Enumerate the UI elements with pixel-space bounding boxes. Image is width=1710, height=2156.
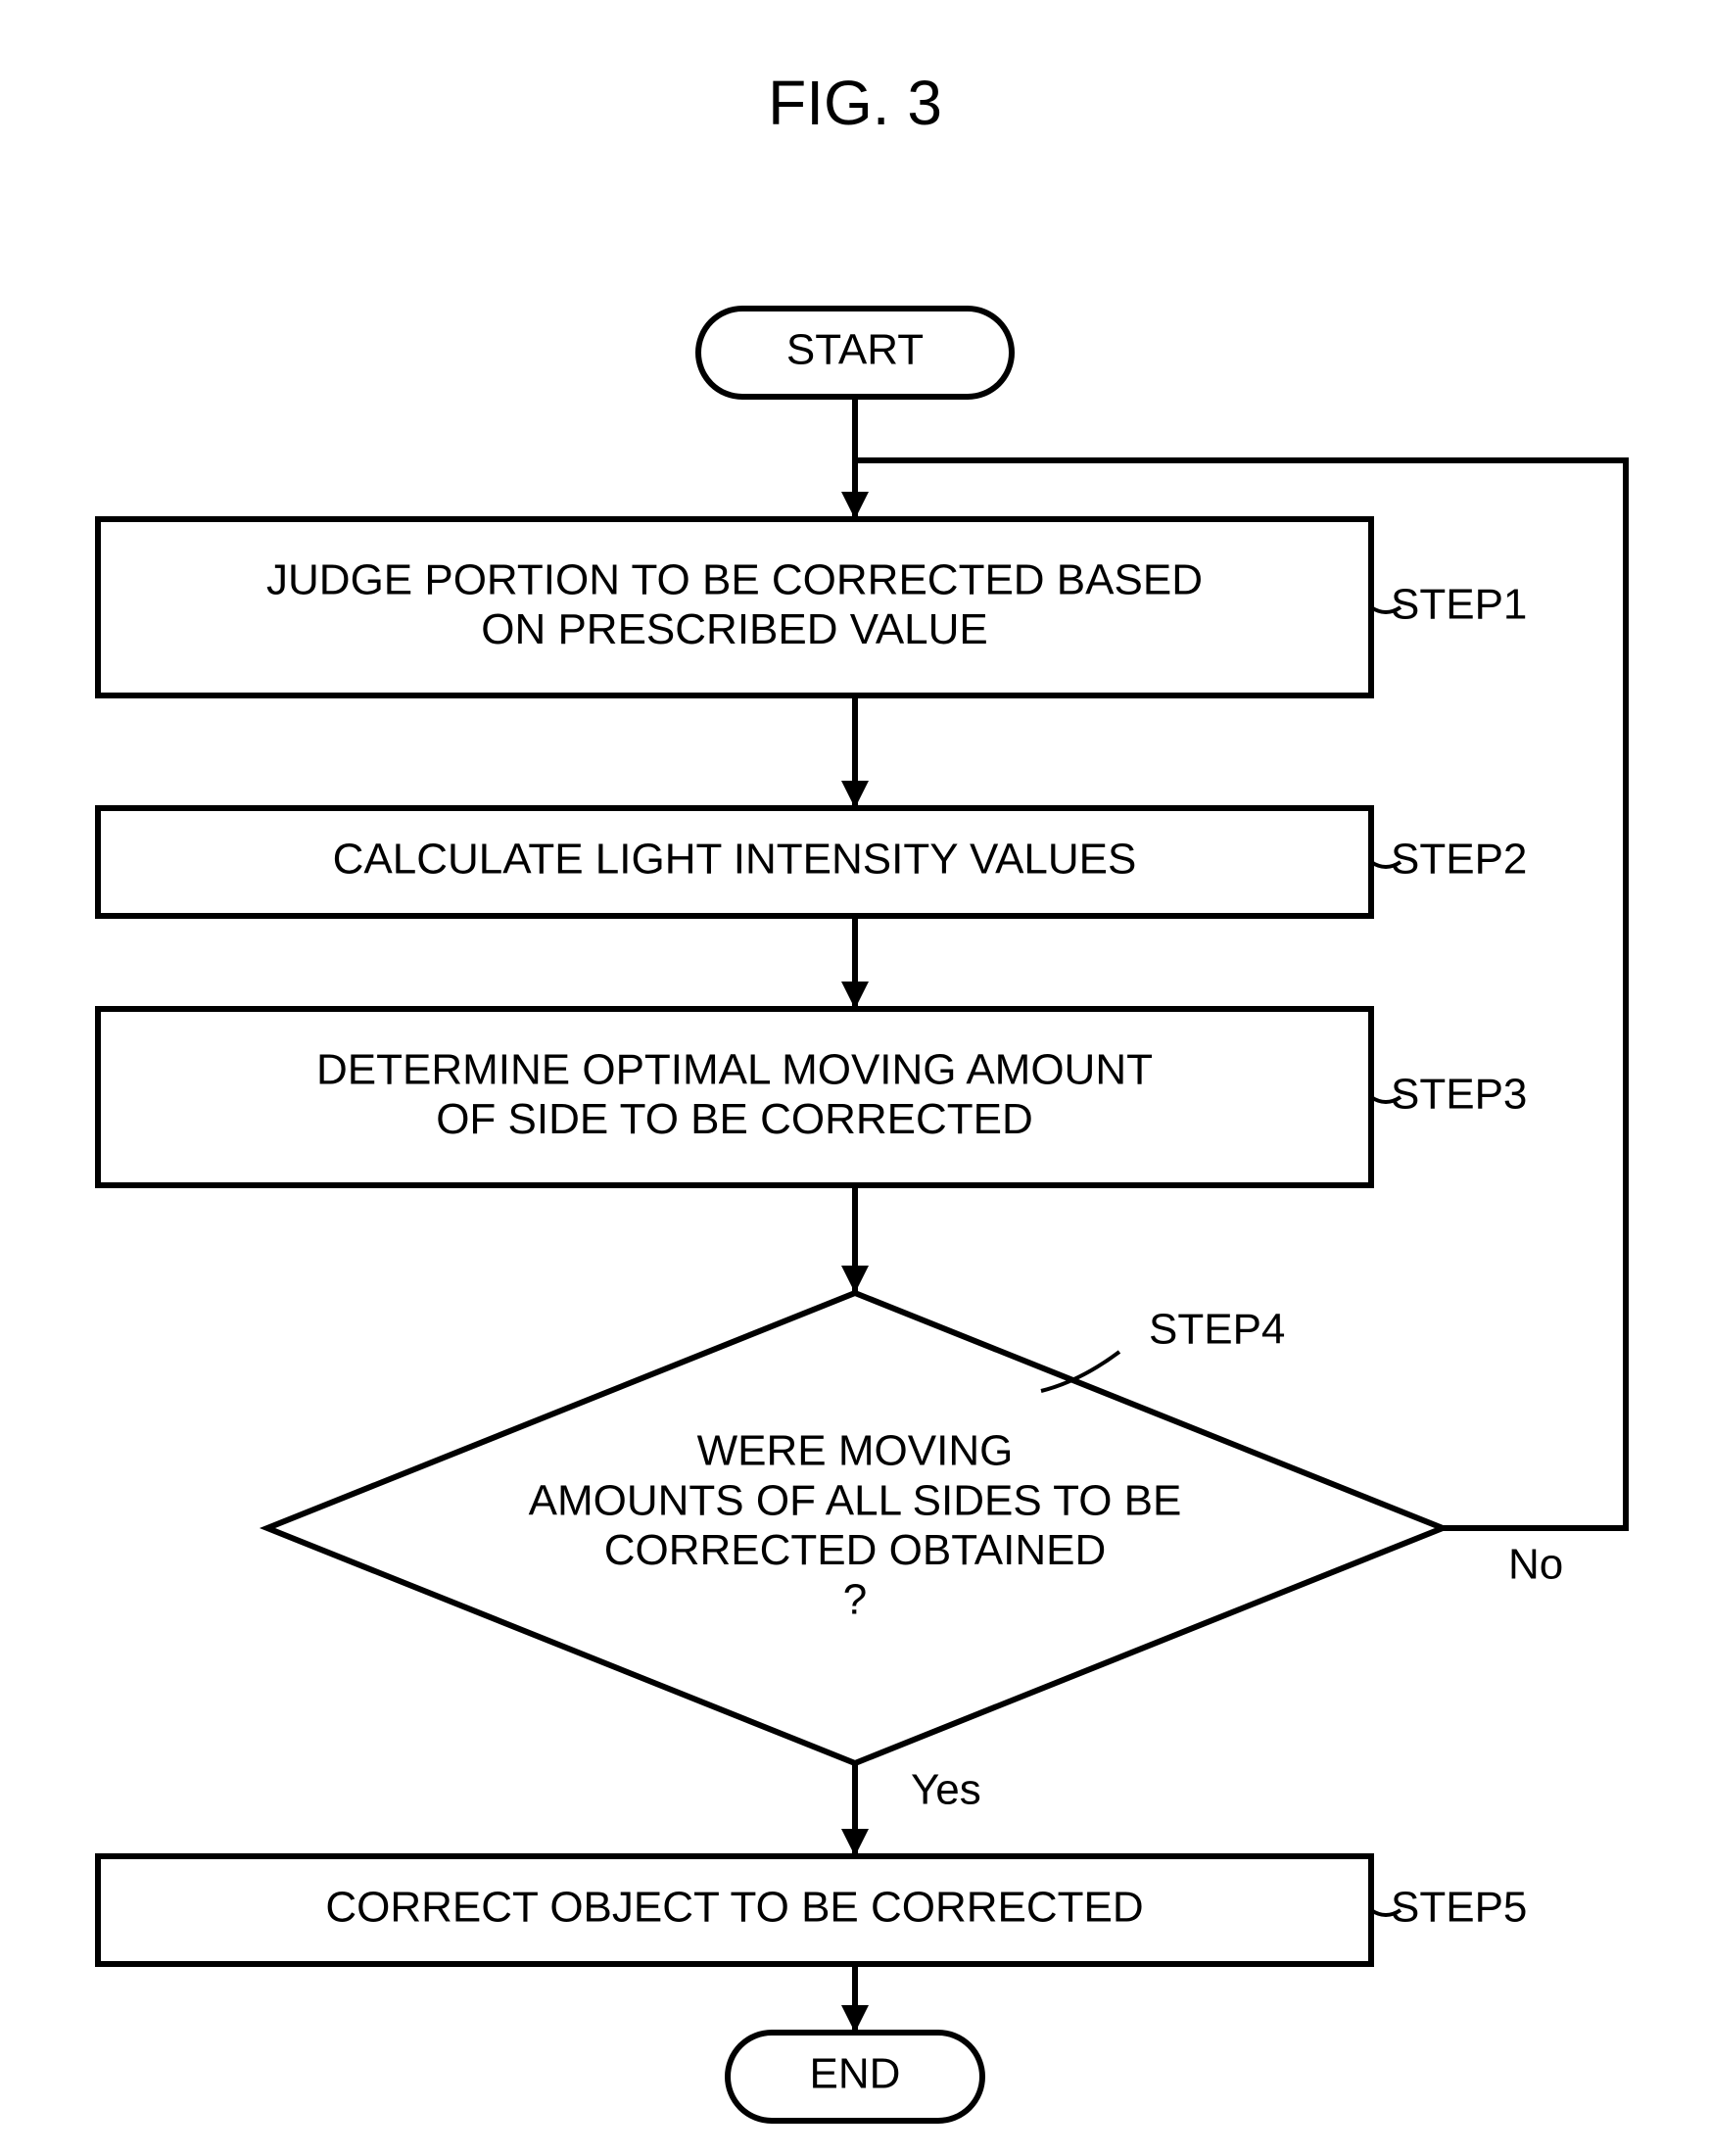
svg-text:DETERMINE OPTIMAL MOVING AMOUN: DETERMINE OPTIMAL MOVING AMOUNT xyxy=(316,1045,1153,1093)
svg-text:JUDGE PORTION TO BE CORRECTED: JUDGE PORTION TO BE CORRECTED BASED xyxy=(266,555,1203,603)
svg-text:AMOUNTS OF ALL SIDES TO BE: AMOUNTS OF ALL SIDES TO BE xyxy=(529,1476,1182,1524)
arrow-step1-step2 xyxy=(841,781,869,808)
label-step4: STEP4 xyxy=(1149,1306,1285,1354)
arrow-start-step1 xyxy=(841,492,869,519)
edge-label-step4-step1: No xyxy=(1508,1541,1563,1589)
arrow-step4-step5 xyxy=(841,1829,869,1856)
label-step3: STEP3 xyxy=(1391,1071,1527,1119)
svg-text:CALCULATE LIGHT INTENSITY VALU: CALCULATE LIGHT INTENSITY VALUES xyxy=(333,836,1137,884)
label-step5: STEP5 xyxy=(1391,1884,1527,1932)
arrow-step2-step3 xyxy=(841,982,869,1009)
arrow-step3-step4 xyxy=(841,1266,869,1293)
svg-text:CORRECT OBJECT TO BE CORRECTED: CORRECT OBJECT TO BE CORRECTED xyxy=(325,1884,1143,1932)
svg-text:CORRECTED OBTAINED: CORRECTED OBTAINED xyxy=(604,1526,1107,1574)
svg-text:ON PRESCRIBED VALUE: ON PRESCRIBED VALUE xyxy=(481,605,988,653)
label-step2: STEP2 xyxy=(1391,836,1527,884)
svg-text:WERE MOVING: WERE MOVING xyxy=(697,1427,1014,1475)
svg-text:END: END xyxy=(810,2050,901,2098)
svg-text:START: START xyxy=(786,326,924,374)
svg-text:FIG. 3: FIG. 3 xyxy=(768,68,942,138)
label-step1: STEP1 xyxy=(1391,581,1527,629)
svg-text:?: ? xyxy=(843,1576,867,1624)
svg-text:OF SIDE TO BE CORRECTED: OF SIDE TO BE CORRECTED xyxy=(436,1095,1033,1143)
edge-label-step4-step5: Yes xyxy=(911,1766,981,1814)
arrow-step5-end xyxy=(841,2005,869,2033)
